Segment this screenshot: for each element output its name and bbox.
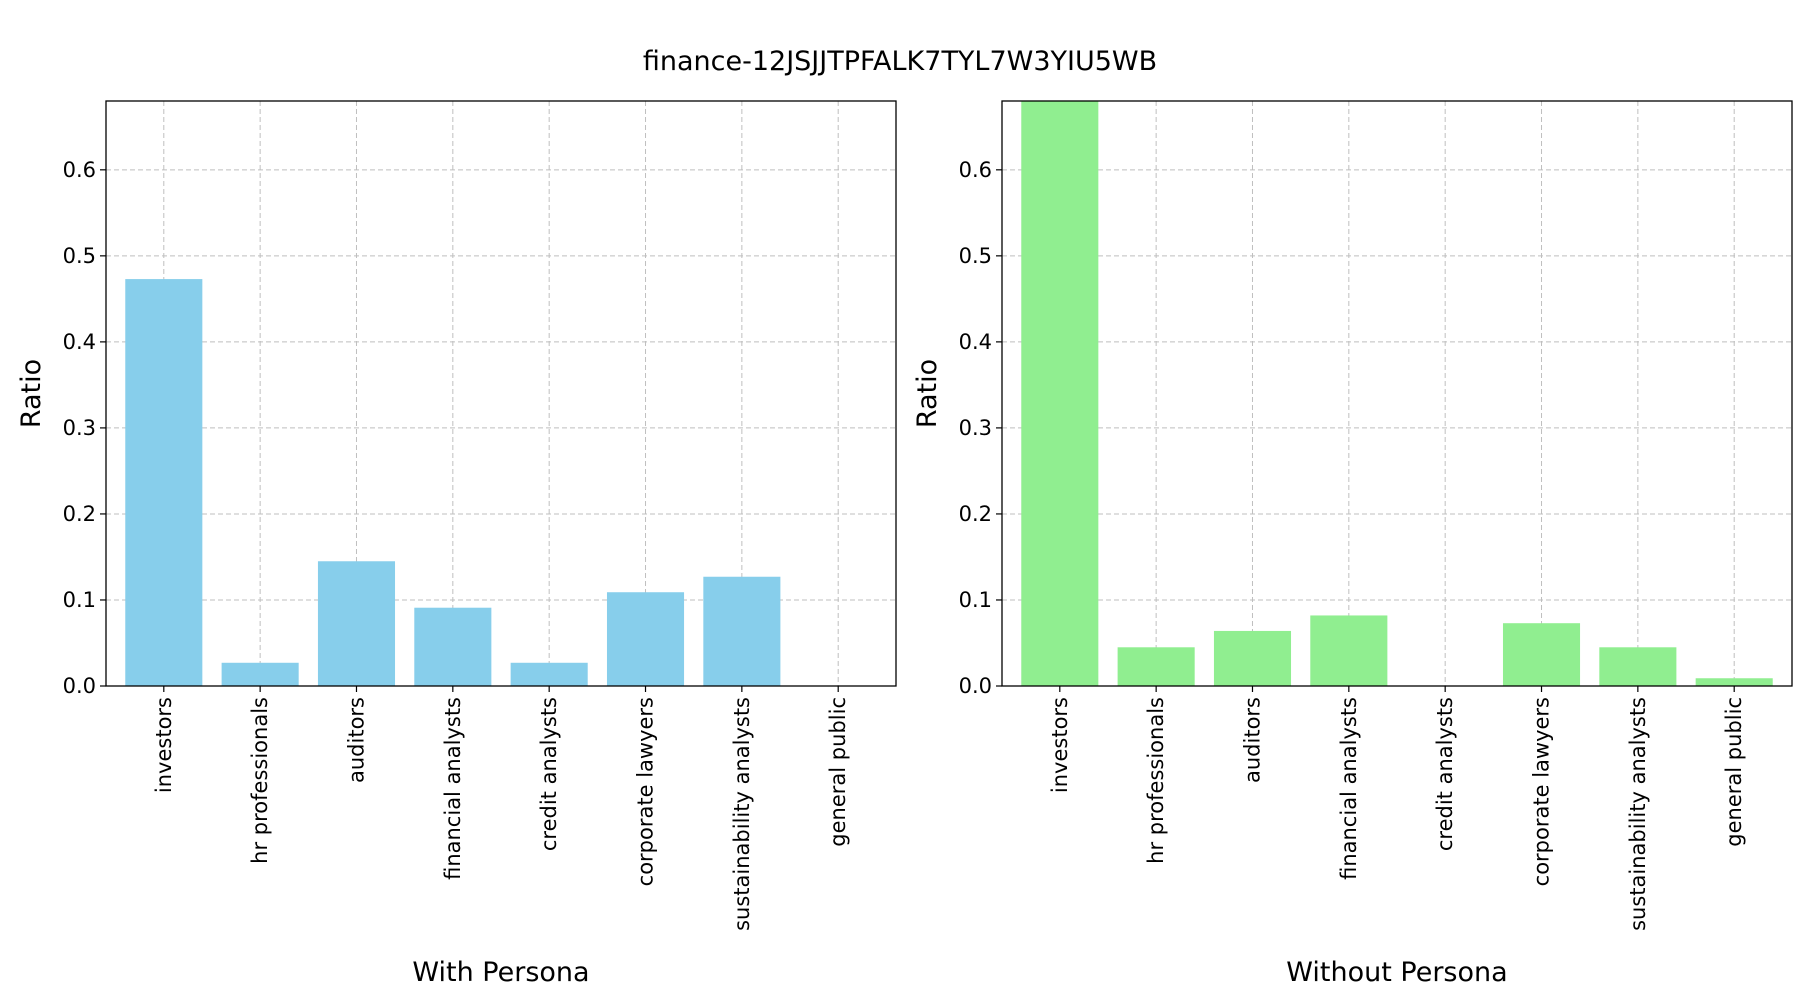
- bar-financial-analysts: [1310, 615, 1388, 686]
- x-axis-label: With Persona: [412, 957, 589, 988]
- x-tick-label-corporate-lawyers: corporate lawyers: [634, 697, 658, 886]
- y-tick-label: 0.6: [959, 158, 992, 182]
- x-tick-label-credit-analysts: credit analysts: [1433, 697, 1457, 851]
- bar-hr-professionals: [1117, 647, 1195, 686]
- x-tick-label-financial-analysts: financial analysts: [1337, 697, 1361, 880]
- y-tick-label: 0.0: [63, 674, 96, 698]
- x-tick-label-auditors: auditors: [344, 697, 368, 783]
- x-tick-label-corporate-lawyers: corporate lawyers: [1530, 697, 1554, 886]
- bar-corporate-lawyers: [606, 592, 685, 686]
- y-tick-label: 0.4: [63, 330, 96, 354]
- y-axis-label: Ratio: [912, 359, 943, 428]
- y-tick-label: 0.3: [63, 416, 96, 440]
- x-tick-label-general-public: general public: [826, 697, 850, 847]
- y-tick-label: 0.3: [959, 416, 992, 440]
- bar-credit-analysts: [510, 662, 588, 686]
- bar-investors: [1021, 101, 1099, 686]
- x-tick-label-sustainability-analysts: sustainability analysts: [1626, 697, 1650, 931]
- bar-sustainability-analysts: [703, 576, 781, 686]
- plot-frame: [105, 100, 897, 687]
- bar-hr-professionals: [221, 662, 299, 686]
- x-tick-label-auditors: auditors: [1240, 697, 1264, 783]
- x-tick-label-credit-analysts: credit analysts: [537, 697, 561, 851]
- y-axis-label: Ratio: [16, 359, 47, 428]
- y-tick-label: 0.2: [63, 502, 96, 526]
- x-tick-label-hr-professionals: hr professionals: [1144, 697, 1168, 864]
- y-tick-label: 0.1: [959, 588, 992, 612]
- y-tick-label: 0.2: [959, 502, 992, 526]
- y-tick-label: 0.5: [959, 244, 992, 268]
- bar-sustainability-analysts: [1599, 647, 1677, 686]
- bar-auditors: [317, 561, 396, 686]
- y-tick-label: 0.1: [63, 588, 96, 612]
- plot-frame: [1001, 100, 1793, 687]
- bar-corporate-lawyers: [1502, 623, 1581, 686]
- figure-title: finance-12JSJJTPFALK7TYL7W3YIU5WB: [643, 46, 1157, 77]
- bar-financial-analysts: [414, 607, 492, 686]
- x-tick-label-financial-analysts: financial analysts: [441, 697, 465, 880]
- bar-general-public: [1695, 678, 1773, 686]
- y-tick-label: 0.5: [63, 244, 96, 268]
- y-tick-label: 0.4: [959, 330, 992, 354]
- bar-investors: [125, 279, 203, 686]
- x-tick-label-investors: investors: [152, 697, 176, 793]
- y-tick-label: 0.0: [959, 674, 992, 698]
- x-tick-label-general-public: general public: [1722, 697, 1746, 847]
- x-tick-label-sustainability-analysts: sustainability analysts: [730, 697, 754, 931]
- chart-panel-with-persona: 0.0 0.1 0.2 0.3 0.4 0.5 0.6 investors hr profess…: [16, 100, 897, 988]
- x-tick-label-investors: investors: [1048, 697, 1072, 793]
- chart-panel-without-persona: 0.0 0.1 0.2 0.3 0.4 0.5 0.6 investors hr profess…: [912, 100, 1793, 988]
- x-axis-label: Without Persona: [1286, 957, 1507, 988]
- y-tick-label: 0.6: [63, 158, 96, 182]
- bar-auditors: [1213, 630, 1292, 686]
- x-tick-label-hr-professionals: hr professionals: [248, 697, 272, 864]
